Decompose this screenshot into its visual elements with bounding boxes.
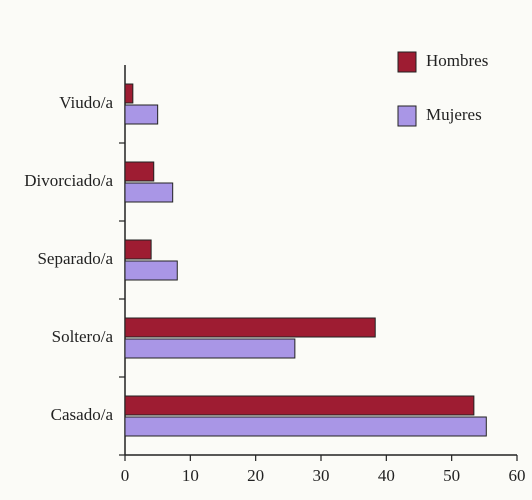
x-tick-label: 50 bbox=[443, 466, 460, 485]
x-tick-label: 60 bbox=[509, 466, 526, 485]
x-tick-label: 20 bbox=[247, 466, 264, 485]
legend-label: Mujeres bbox=[426, 105, 482, 124]
bar bbox=[124, 260, 178, 281]
x-tick-label: 10 bbox=[182, 466, 199, 485]
bar bbox=[124, 239, 152, 260]
bar bbox=[124, 104, 159, 125]
bar bbox=[124, 416, 487, 437]
x-tick-label: 30 bbox=[313, 466, 330, 485]
y-tick-label: Casado/a bbox=[51, 405, 114, 424]
legend-label: Hombres bbox=[426, 51, 488, 70]
bar bbox=[124, 395, 475, 416]
y-tick-label: Viudo/a bbox=[59, 93, 113, 112]
x-tick-label: 0 bbox=[121, 466, 130, 485]
x-tick-label: 40 bbox=[378, 466, 395, 485]
y-tick-label: Separado/a bbox=[37, 249, 113, 268]
legend-swatch bbox=[397, 105, 417, 127]
bar bbox=[124, 338, 296, 359]
bar bbox=[124, 317, 376, 338]
bar bbox=[124, 83, 134, 104]
legend-swatch bbox=[397, 51, 417, 73]
bar bbox=[124, 182, 174, 203]
bar bbox=[124, 161, 155, 182]
y-tick-label: Soltero/a bbox=[52, 327, 114, 346]
y-tick-label: Divorciado/a bbox=[24, 171, 113, 190]
